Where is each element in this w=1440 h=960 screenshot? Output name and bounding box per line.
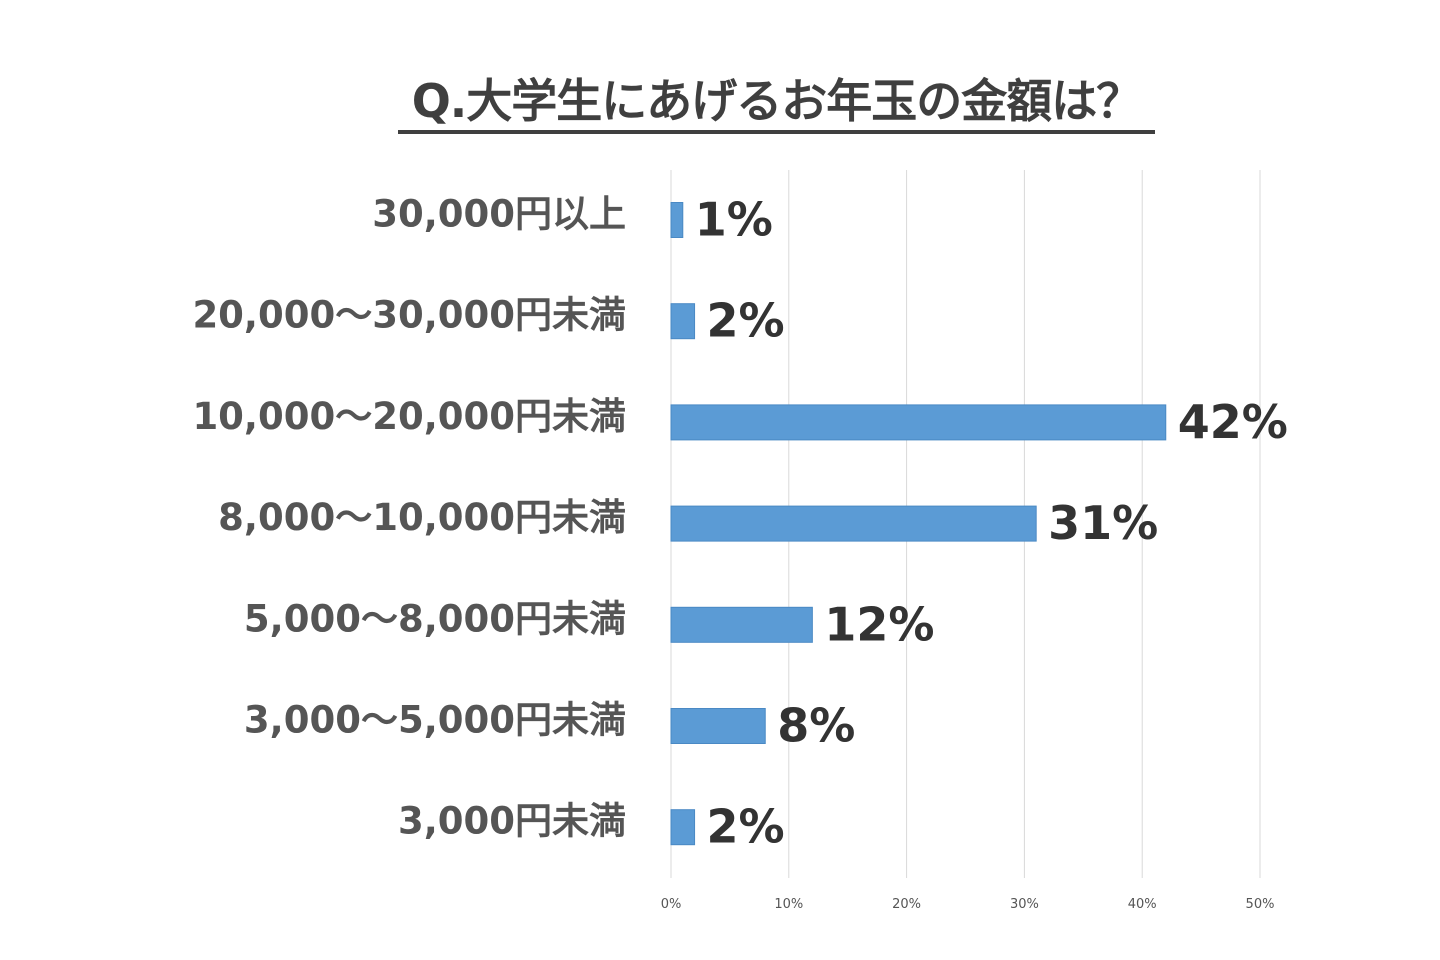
category-label: 30,000円以上 bbox=[372, 193, 626, 236]
x-tick-label: 40% bbox=[1128, 897, 1157, 912]
data-label: 42% bbox=[1178, 395, 1288, 449]
bar bbox=[670, 202, 684, 238]
bar bbox=[670, 606, 813, 643]
data-label: 8% bbox=[777, 699, 855, 753]
data-label: 12% bbox=[824, 597, 934, 651]
chart-title: Q.大学生にあげるお年玉の金額は？ bbox=[398, 72, 1155, 134]
data-label: 31% bbox=[1048, 496, 1158, 550]
x-tick-label: 30% bbox=[1010, 897, 1039, 912]
data-label: 1% bbox=[695, 193, 773, 247]
category-label: 8,000～10,000円未満 bbox=[218, 496, 626, 539]
category-labels: 30,000円以上 20,000～30,000円未満 10,000～20,000円未… bbox=[192, 193, 626, 843]
x-tick-label: 20% bbox=[892, 897, 921, 912]
data-label: 2% bbox=[707, 294, 785, 348]
category-label: 3,000円未満 bbox=[398, 800, 626, 843]
bars bbox=[670, 202, 1167, 846]
bar bbox=[670, 809, 696, 846]
bar bbox=[670, 708, 766, 744]
bar bbox=[670, 505, 1037, 542]
x-tick-label: 0% bbox=[661, 897, 682, 912]
category-label: 5,000～8,000円未満 bbox=[244, 597, 626, 640]
data-labels: 1% 2% 42% 31% 12% 8% 2% bbox=[695, 193, 1288, 854]
x-axis-tick-labels: 0% 10% 20% 30% 40% 50% bbox=[661, 897, 1275, 912]
bar bbox=[670, 303, 696, 340]
bar bbox=[670, 404, 1167, 441]
x-tick-label: 10% bbox=[774, 897, 803, 912]
category-label: 10,000～20,000円未満 bbox=[192, 395, 626, 438]
data-label: 2% bbox=[707, 800, 785, 854]
category-label: 3,000～5,000円未満 bbox=[244, 699, 626, 742]
category-label: 20,000～30,000円未満 bbox=[192, 294, 626, 337]
x-tick-label: 50% bbox=[1246, 897, 1275, 912]
